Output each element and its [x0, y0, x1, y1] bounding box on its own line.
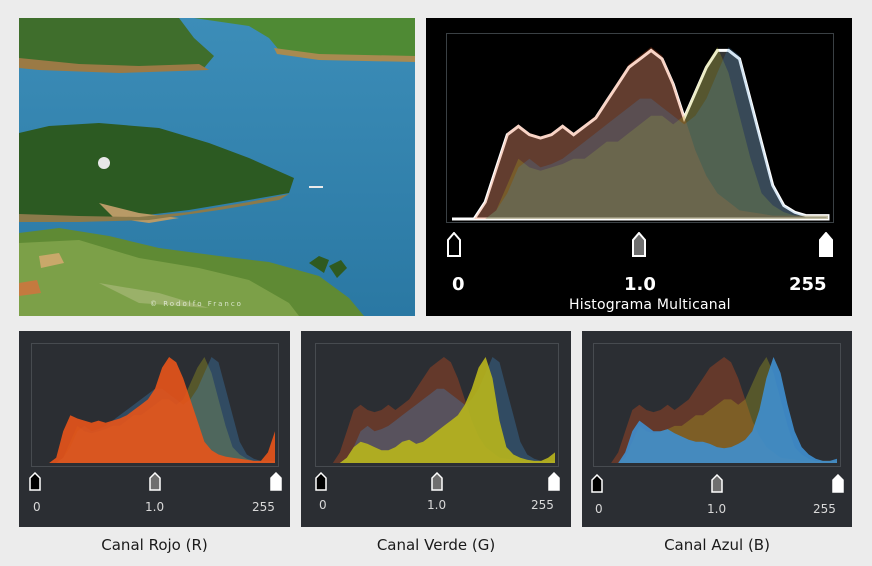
blue-channel-caption: Canal Azul (B) [664, 536, 770, 554]
luminance-curve [452, 48, 830, 221]
mid-value: 1.0 [624, 274, 656, 295]
max-value: 255 [813, 502, 836, 516]
midtone-handle[interactable] [711, 474, 723, 494]
min-value: 0 [595, 502, 603, 516]
red-ghost-curve [319, 357, 555, 463]
max-value: 255 [252, 500, 275, 514]
green-channel-panel: 0 1.0 255 [301, 331, 571, 527]
max-value: 255 [789, 274, 827, 295]
mid-value: 1.0 [427, 498, 447, 512]
mid-value: 1.0 [707, 502, 727, 516]
red-curve [35, 357, 275, 463]
midtone-handle[interactable] [149, 472, 161, 492]
blue-channel-histogram [593, 343, 841, 467]
green-channel-curve [452, 47, 828, 219]
black-point-handle[interactable] [591, 474, 603, 494]
red-channel-histogram [31, 343, 279, 467]
red-channel-curve [452, 47, 828, 219]
white-point-handle[interactable] [548, 472, 560, 492]
photo-credit: © Rodolfo Franco [150, 300, 243, 308]
min-value: 0 [33, 500, 41, 514]
mid-value: 1.0 [145, 500, 165, 514]
max-value: 255 [531, 498, 554, 512]
black-point-handle[interactable] [446, 232, 462, 258]
blue-channel-curve [452, 47, 828, 219]
white-point-handle[interactable] [832, 474, 844, 494]
black-point-handle[interactable] [315, 472, 327, 492]
white-point-handle[interactable] [818, 232, 834, 258]
green-channel-caption: Canal Verde (G) [376, 536, 496, 554]
landscape-photo [19, 18, 415, 316]
red-channel-panel: 0 1.0 255 [19, 331, 290, 527]
multichannel-histogram [446, 33, 834, 223]
blue-channel-panel: 0 1.0 255 [582, 331, 852, 527]
black-point-handle[interactable] [29, 472, 41, 492]
multichannel-histogram-panel: 0 1.0 255 Histograma Multicanal [426, 18, 852, 316]
midtone-handle[interactable] [631, 232, 647, 258]
red-channel-caption: Canal Rojo (R) [101, 536, 208, 554]
panel-title: Histograma Multicanal [569, 297, 731, 313]
min-value: 0 [452, 274, 465, 295]
green-channel-histogram [315, 343, 559, 467]
midtone-handle[interactable] [431, 472, 443, 492]
white-point-handle[interactable] [270, 472, 282, 492]
green-curve [319, 357, 555, 463]
min-value: 0 [319, 498, 327, 512]
blue-curve [597, 357, 837, 463]
